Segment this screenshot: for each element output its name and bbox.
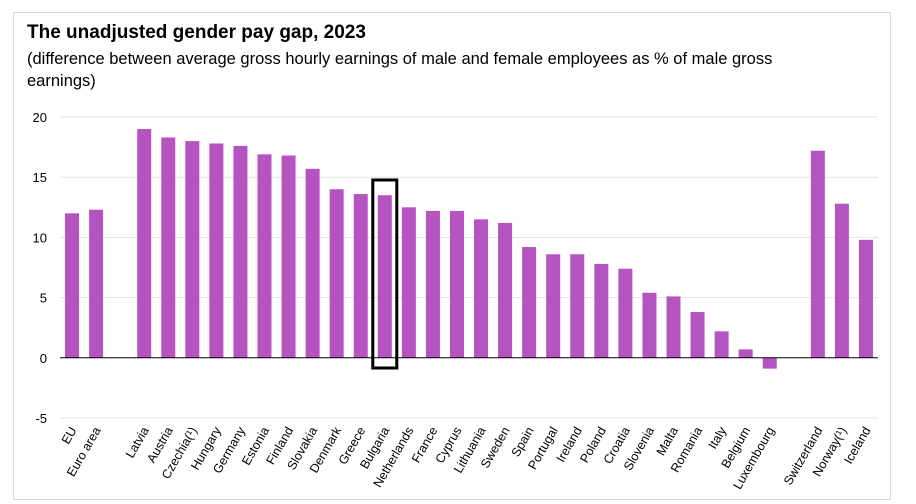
bar <box>570 254 585 358</box>
bar <box>690 312 705 358</box>
bar <box>401 207 416 358</box>
chart-title: The unadjusted gender pay gap, 2023 <box>27 22 366 43</box>
bar <box>209 143 224 358</box>
y-tick-label: -5 <box>35 411 47 426</box>
bar <box>257 154 272 358</box>
x-tick-label: EU <box>59 425 80 447</box>
y-tick-label: 5 <box>40 291 47 306</box>
y-axis: 20 15 10 5 0 -5 <box>33 110 47 426</box>
bar <box>137 129 152 358</box>
bar <box>498 222 513 358</box>
chart-subtitle: (difference between average gross hourly… <box>27 50 773 90</box>
bar <box>738 349 753 358</box>
x-tick-label: Italy <box>706 424 730 452</box>
bar <box>185 141 200 358</box>
bar <box>594 263 609 358</box>
bar <box>666 296 681 358</box>
y-tick-label: 0 <box>40 351 47 366</box>
gridlines <box>60 116 878 419</box>
bar <box>305 168 320 358</box>
bar <box>546 254 561 358</box>
bar <box>281 155 296 358</box>
bar <box>642 292 657 358</box>
chart-frame <box>13 12 891 500</box>
y-tick-label: 15 <box>33 170 47 185</box>
bar <box>329 189 344 358</box>
y-tick-label: 20 <box>33 110 47 125</box>
bar <box>353 194 368 358</box>
highlight-box <box>371 178 399 370</box>
bar <box>618 268 633 358</box>
bar <box>89 209 104 358</box>
bar <box>858 239 873 358</box>
bar <box>834 203 849 358</box>
bar <box>65 213 80 358</box>
bar <box>714 331 729 358</box>
bar <box>474 219 489 358</box>
bar <box>233 145 248 358</box>
highlight-rectangle <box>371 178 399 370</box>
bar <box>762 357 777 369</box>
bars <box>65 129 873 369</box>
bar <box>377 195 392 358</box>
bar <box>425 210 440 358</box>
bar <box>522 247 537 358</box>
bar <box>161 137 176 358</box>
bar <box>810 150 825 358</box>
y-tick-label: 10 <box>33 230 47 245</box>
bar <box>449 210 464 358</box>
